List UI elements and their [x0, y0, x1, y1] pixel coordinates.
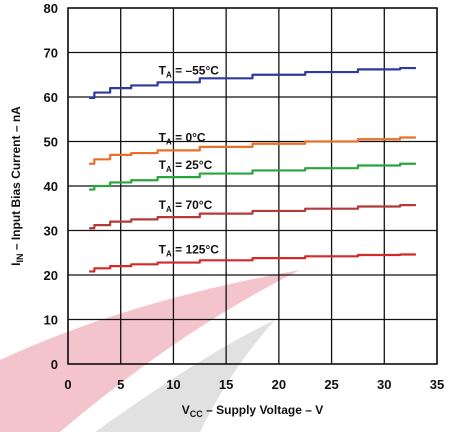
series-label-rest: = 25°C	[172, 158, 213, 172]
x-axis-label-main: V	[182, 403, 190, 417]
series-label-rest: = 0°C	[172, 130, 206, 144]
series-label-main: T	[159, 198, 167, 212]
plot-frame	[67, 7, 438, 365]
x-tick-label: 10	[166, 377, 180, 392]
y-axis-label-sub: IN	[15, 254, 25, 263]
y-axis-label-main: I	[9, 263, 23, 266]
series-label-main: T	[159, 243, 167, 257]
series-label-sub: A	[166, 70, 172, 79]
series-labels: TA = –55°CTA = 0°CTA = 25°CTA = 70°CTA =…	[159, 63, 220, 258]
grid	[67, 7, 438, 365]
series-label-sub: A	[166, 165, 172, 174]
series-line	[89, 204, 416, 230]
x-tick-label: 35	[430, 377, 444, 392]
series-label-sub: A	[166, 137, 172, 146]
y-tick-label: 0	[51, 357, 58, 372]
x-tick-label: 0	[64, 377, 71, 392]
x-axis-label: VCC – Supply Voltage – V	[182, 403, 324, 419]
series-label-rest: = –55°C	[172, 63, 219, 77]
y-tick-label: 80	[44, 1, 58, 16]
series-label-main: T	[159, 130, 167, 144]
x-tick-label: 5	[117, 377, 124, 392]
series-label-sub: A	[166, 250, 172, 259]
series-label: TA = 125°C	[159, 243, 220, 259]
series-label: TA = –55°C	[159, 63, 220, 79]
y-tick-label: 20	[44, 268, 58, 283]
x-tick-label: 15	[219, 377, 233, 392]
y-tick-label: 50	[44, 135, 58, 150]
series-label-main: T	[159, 158, 167, 172]
series-label-sub: A	[166, 205, 172, 214]
series-label-rest: = 70°C	[172, 198, 213, 212]
series-line	[89, 162, 416, 191]
series-label: TA = 0°C	[159, 130, 206, 146]
x-tick-label: 30	[377, 377, 391, 392]
x-tick-label: 20	[272, 377, 286, 392]
series-label-rest: = 125°C	[172, 243, 219, 257]
series-line	[89, 253, 416, 273]
y-tick-label: 60	[44, 90, 58, 105]
series-label: TA = 70°C	[159, 198, 213, 214]
y-tick-label: 70	[44, 46, 58, 61]
y-tick-label: 10	[44, 313, 58, 328]
x-tick-label: 25	[324, 377, 338, 392]
y-axis-label: IIN – Input Bias Current – nA	[9, 106, 25, 266]
tick-labels: 0 5 10 15 20 25 30 35 0 10 20 30 40 50 60 70 80	[44, 1, 445, 392]
watermark-swoosh-red	[0, 270, 300, 432]
y-axis-label-rest: – Input Bias Current – nA	[9, 106, 23, 254]
series-line	[89, 66, 416, 99]
x-axis-label-rest: – Supply Voltage – V	[203, 403, 323, 417]
series-lines	[89, 66, 416, 273]
x-axis-label-sub: CC	[190, 409, 203, 419]
watermark-swoosh-gray	[95, 320, 275, 432]
series-line	[89, 136, 416, 165]
y-tick-label: 30	[44, 224, 58, 239]
series-label-main: T	[159, 63, 167, 77]
watermark	[0, 270, 300, 432]
y-tick-label: 40	[44, 179, 58, 194]
series-label: TA = 25°C	[159, 158, 213, 174]
